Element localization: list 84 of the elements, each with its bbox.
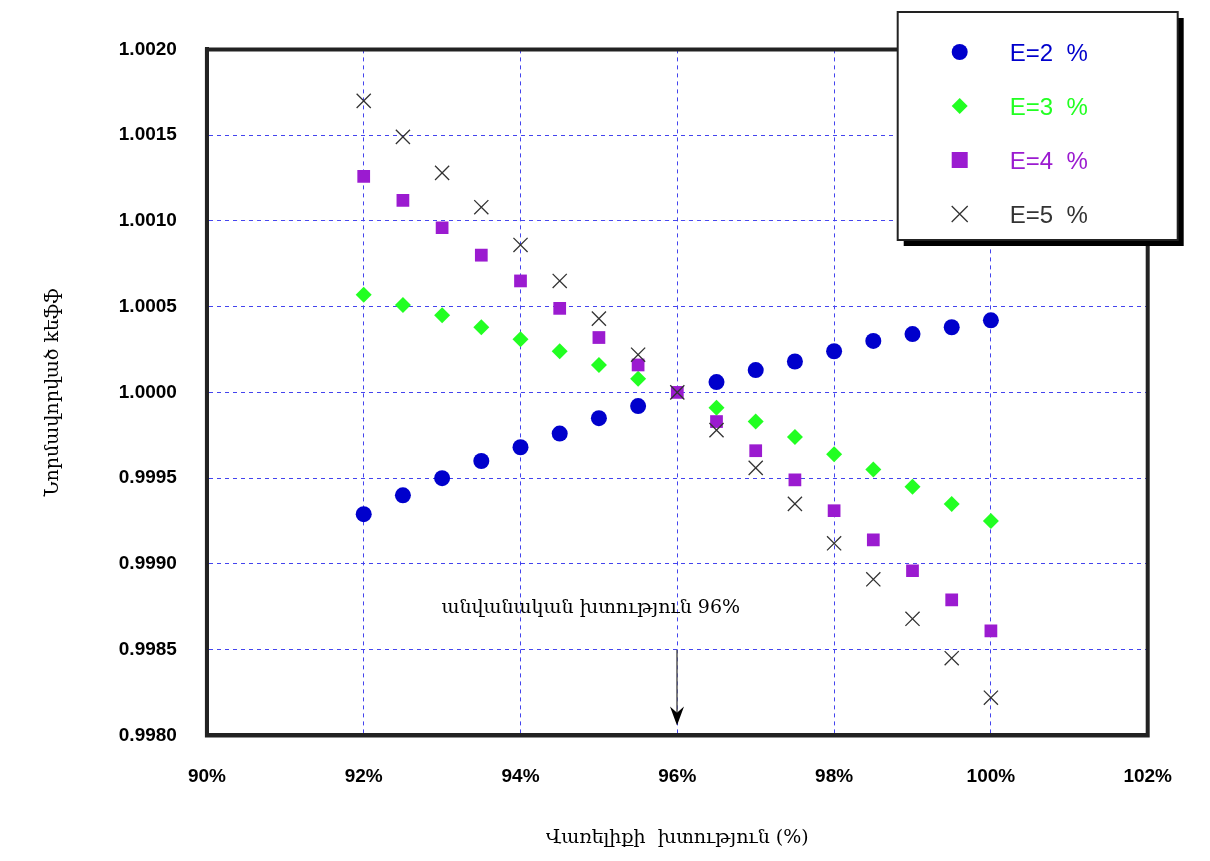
- point: [355, 286, 372, 303]
- point: [786, 353, 803, 370]
- legend-label: E=3 %: [1009, 92, 1088, 120]
- y-axis-title: Նորմավորված kեֆֆ: [40, 288, 63, 498]
- point: [982, 513, 999, 530]
- point: [473, 319, 490, 336]
- point: [826, 446, 843, 463]
- point: [551, 343, 568, 360]
- x-tick-label: 98%: [815, 765, 854, 787]
- x-tick-label: 92%: [344, 765, 383, 787]
- x-tick-label: 102%: [1123, 765, 1173, 787]
- point: [984, 624, 998, 638]
- point: [473, 199, 490, 215]
- point: [630, 398, 647, 415]
- point: [787, 496, 803, 512]
- point: [708, 422, 725, 438]
- point: [514, 274, 527, 288]
- legend-label: E=2 %: [1009, 38, 1088, 66]
- point: [866, 533, 880, 547]
- legend-label: E=5 %: [1009, 200, 1088, 228]
- point: [943, 650, 960, 666]
- point: [355, 93, 372, 109]
- point: [551, 425, 568, 442]
- point: [865, 461, 882, 478]
- point: [826, 535, 842, 552]
- y-tick-label: 1.0015: [118, 123, 178, 145]
- point: [396, 193, 410, 207]
- point: [904, 326, 921, 343]
- point: [826, 343, 843, 360]
- point: [590, 410, 607, 427]
- legend-label: E=4 %: [1009, 146, 1088, 174]
- point: [434, 307, 451, 324]
- point: [395, 129, 411, 145]
- point: [592, 331, 606, 344]
- point: [434, 470, 451, 487]
- point: [512, 439, 529, 456]
- y-tick-label: 0.9995: [118, 466, 178, 488]
- y-tick-label: 0.9980: [118, 723, 177, 745]
- point: [591, 310, 607, 327]
- point: [394, 487, 411, 504]
- y-tick-label: 0.9990: [118, 552, 177, 574]
- point: [708, 374, 725, 391]
- point: [827, 504, 841, 518]
- x-axis-title: Վառելիքի խտություն (%): [545, 824, 809, 847]
- point: [551, 273, 568, 289]
- point: [865, 332, 882, 349]
- point: [630, 370, 647, 387]
- point: [865, 571, 882, 588]
- point: [747, 413, 764, 430]
- point: [355, 506, 372, 523]
- annotation: անվանական խտություն 96%: [441, 595, 741, 618]
- point: [983, 689, 999, 706]
- point: [904, 611, 921, 627]
- point: [394, 296, 411, 313]
- point: [553, 302, 567, 315]
- x-tick-label: 96%: [658, 765, 697, 787]
- point: [708, 399, 725, 416]
- point: [906, 564, 919, 578]
- point: [512, 237, 529, 253]
- x-tick-label: 94%: [501, 765, 540, 787]
- x-tick-label: 90%: [187, 765, 227, 787]
- y-tick-label: 1.0020: [118, 37, 177, 59]
- point: [747, 362, 764, 379]
- x-tick-label: 100%: [966, 765, 1016, 787]
- point: [945, 593, 959, 607]
- point: [904, 478, 921, 495]
- point: [474, 248, 488, 262]
- point: [473, 453, 490, 469]
- point: [357, 169, 371, 183]
- point: [943, 495, 960, 512]
- point: [982, 312, 999, 329]
- point: [590, 356, 607, 373]
- point: [630, 346, 646, 363]
- point: [747, 460, 764, 476]
- y-tick-label: 0.9985: [118, 637, 178, 659]
- y-tick-label: 1.0005: [118, 294, 178, 316]
- point: [786, 428, 803, 445]
- point: [749, 444, 763, 458]
- point: [943, 319, 960, 336]
- y-tick-label: 1.0000: [118, 380, 177, 402]
- point: [434, 165, 450, 181]
- y-tick-label: 1.0010: [118, 209, 177, 231]
- point: [512, 331, 529, 348]
- point: [435, 221, 449, 235]
